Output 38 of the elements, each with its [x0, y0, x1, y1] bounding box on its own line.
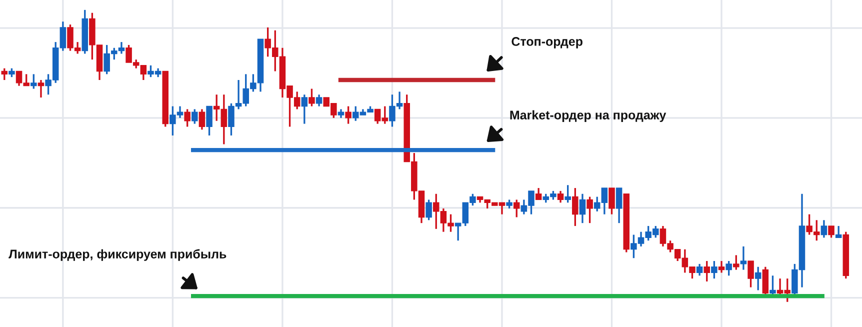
candlestick: [345, 105, 352, 125]
candlestick: [579, 193, 586, 224]
candlestick: [198, 108, 206, 130]
candlestick: [704, 260, 710, 282]
candlestick: [586, 196, 593, 224]
ref-line-label: Лимит-ордер, фиксируем прибыль: [8, 249, 226, 261]
ref-line-label: Market-ордер на продажу: [510, 110, 666, 122]
candlestick: [762, 266, 769, 297]
candlestick: [828, 225, 834, 238]
candlestick: [718, 260, 725, 274]
candlestick: [192, 108, 198, 125]
candlestick: [616, 187, 622, 224]
candlestick: [726, 260, 732, 276]
candlestick: [564, 184, 571, 204]
candlestick: [30, 73, 37, 90]
candlestick: [316, 94, 322, 108]
candlestick: [835, 225, 842, 238]
candlestick: [308, 88, 315, 108]
candlestick: [820, 219, 828, 238]
candlestick: [711, 260, 718, 280]
candlestick: [38, 79, 44, 98]
candlestick: [770, 274, 776, 297]
candlestick: [301, 94, 308, 125]
candlestick: [557, 190, 564, 204]
candlestick: [426, 198, 432, 221]
candlestick: [513, 198, 520, 218]
candlestick: [748, 260, 754, 288]
candlestick: [608, 187, 615, 216]
candlestick: [184, 108, 190, 128]
candlestick: [572, 187, 578, 227]
candlestick: [535, 187, 542, 201]
candlestick: [740, 246, 747, 271]
candlestick: [733, 254, 740, 271]
candlestick: [1, 67, 8, 81]
candlestick: [206, 105, 212, 136]
candlestick: [754, 266, 762, 292]
candlestick: [696, 263, 703, 276]
ref-line-label: Стоп-ордер: [512, 37, 582, 48]
